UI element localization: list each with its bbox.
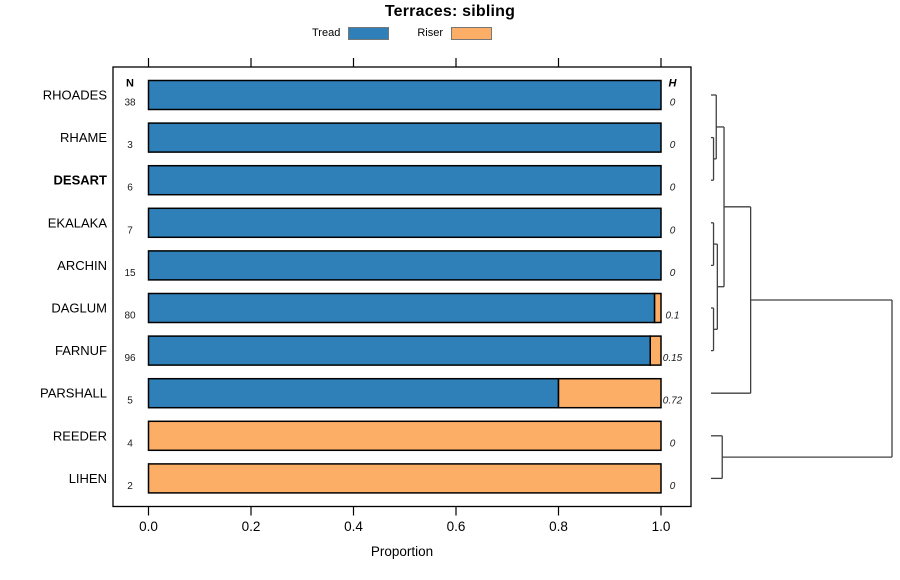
n-value: 3	[127, 140, 133, 151]
row-label: PARSHALL	[40, 386, 107, 401]
n-value: 4	[127, 438, 133, 449]
legend: Tread Riser	[0, 25, 804, 41]
bar-segment-tread	[147, 292, 656, 324]
h-value: 0	[670, 98, 676, 109]
x-tick-label: 0.2	[242, 519, 261, 534]
row-label: RHOADES	[43, 88, 108, 103]
n-value: 2	[127, 481, 133, 492]
h-value: 0.72	[663, 396, 683, 407]
bar-segment-tread	[147, 79, 662, 111]
n-value: 15	[124, 268, 136, 279]
h-value: 0	[670, 481, 676, 492]
h-column-header: H	[669, 78, 678, 90]
bar-segment-riser	[557, 377, 662, 409]
bar-segment-riser	[649, 335, 662, 366]
bar-segment-tread	[147, 122, 662, 153]
n-value: 96	[124, 353, 136, 364]
x-tick-label: 0.4	[344, 519, 363, 534]
h-value: 0	[670, 140, 676, 151]
h-value: 0	[670, 268, 676, 279]
x-tick-label: 0.0	[139, 519, 158, 534]
row-label: DAGLUM	[51, 301, 107, 316]
n-value: 5	[127, 396, 133, 407]
row-label: FARNUF	[55, 343, 107, 358]
legend-label-riser: Riser	[417, 27, 443, 39]
bar-segment-tread	[147, 335, 651, 366]
n-column-header: N	[126, 78, 134, 90]
row-label: ARCHIN	[57, 258, 107, 273]
bar-segment-tread	[147, 207, 662, 239]
h-value: 0	[670, 225, 676, 236]
legend-item-tread: Tread	[312, 26, 390, 40]
bar-segment-riser	[147, 420, 662, 452]
chart-title: Terraces: sibling	[384, 3, 516, 20]
bar-segment-tread	[147, 164, 662, 196]
bar-segment-tread	[147, 250, 662, 281]
x-axis-title: Proportion	[371, 544, 433, 559]
bar-segment-riser	[653, 292, 662, 324]
row-label: REEDER	[53, 428, 107, 443]
x-tick-label: 1.0	[652, 519, 671, 534]
bar-segment-riser	[147, 463, 662, 494]
bar-segment-tread	[147, 377, 560, 409]
n-value: 80	[124, 311, 136, 322]
legend-item-riser: Riser	[417, 26, 492, 40]
x-tick-label: 0.8	[549, 519, 568, 534]
h-value: 0	[670, 438, 676, 449]
row-label: LIHEN	[69, 471, 107, 486]
n-value: 38	[124, 98, 136, 109]
n-value: 6	[127, 183, 133, 194]
row-label: EKALAKA	[48, 215, 108, 230]
x-tick-label: 0.6	[447, 519, 466, 534]
legend-swatch-tread-icon	[348, 26, 390, 40]
legend-label-tread: Tread	[312, 27, 341, 39]
row-label: DESART	[54, 173, 108, 188]
h-value: 0.15	[663, 353, 683, 364]
h-value: 0	[670, 183, 676, 194]
row-label: RHAME	[60, 130, 107, 145]
legend-swatch-riser-icon	[451, 26, 492, 40]
h-value: 0.1	[666, 311, 680, 322]
n-value: 7	[127, 225, 133, 236]
